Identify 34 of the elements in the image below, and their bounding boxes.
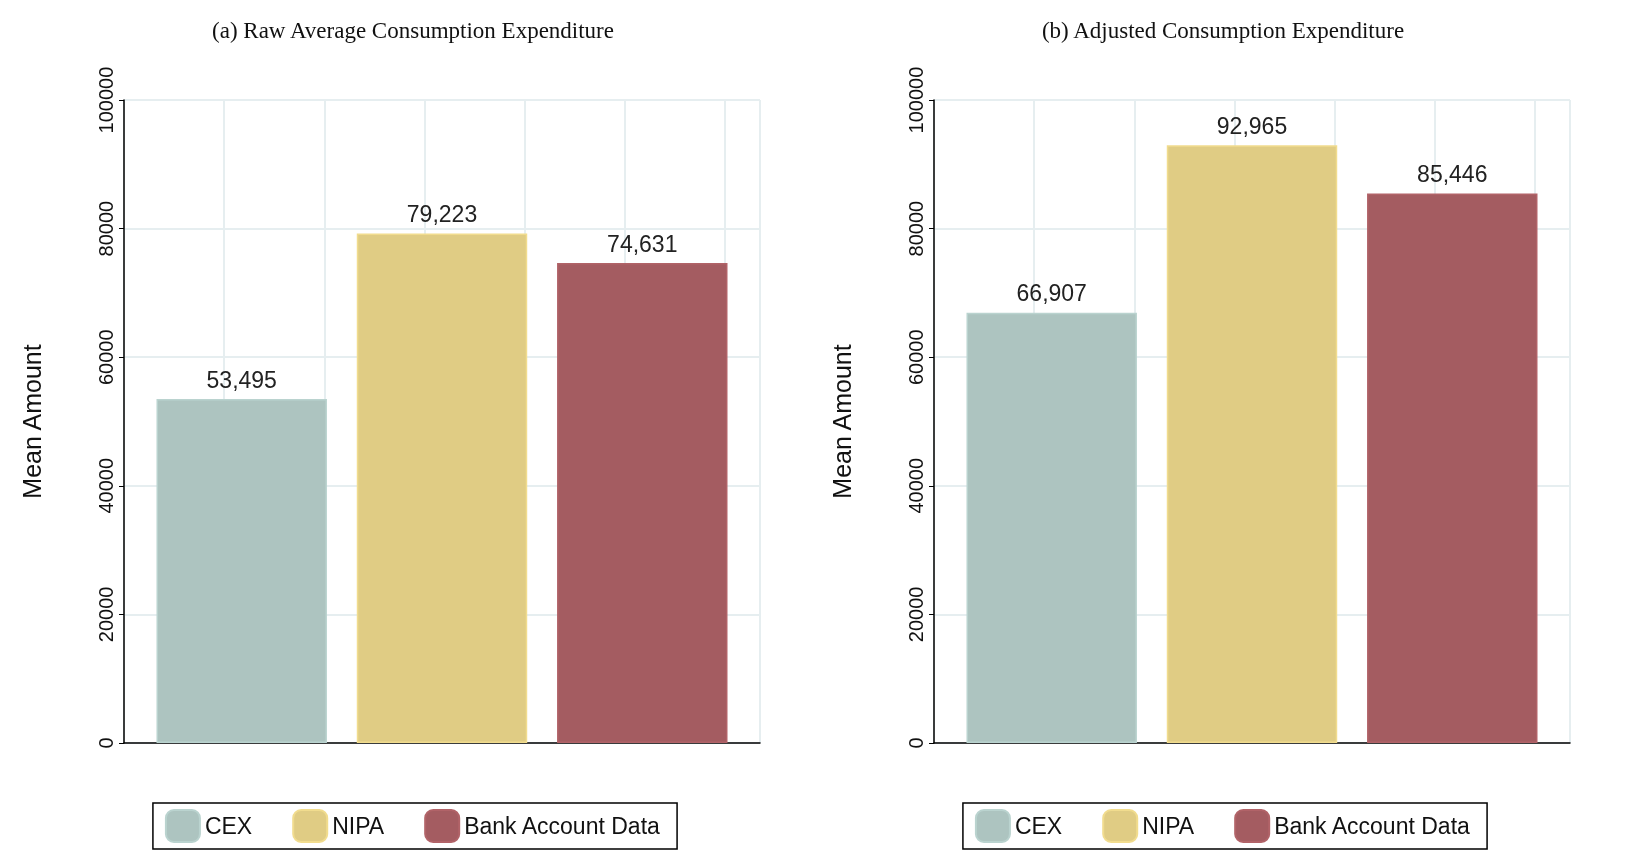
y-axis-title: Mean Amount [17, 344, 46, 499]
y-tick-label: 40000 [905, 457, 927, 514]
bar [557, 263, 728, 743]
y-tick-label: 100000 [905, 66, 927, 134]
y-tick-label: 60000 [95, 329, 117, 386]
chart-title: (b) Adjusted Consumption Expenditure [1041, 18, 1405, 43]
legend-label: Bank Account Data [464, 813, 661, 839]
data-label: 85,446 [1417, 161, 1488, 188]
y-tick-label: 0 [905, 737, 927, 749]
y-tick-label: 100000 [95, 66, 117, 134]
bar [1367, 193, 1538, 743]
y-tick-label: 60000 [905, 329, 927, 386]
bar [356, 233, 528, 743]
data-label: 53,495 [206, 366, 277, 393]
legend-label: NIPA [332, 813, 385, 839]
data-label: 92,965 [1216, 112, 1288, 139]
legend-label: CEX [204, 813, 253, 839]
y-tick-label: 80000 [905, 200, 927, 257]
y-tick-label: 20000 [905, 586, 927, 643]
bar [966, 312, 1137, 743]
y-tick-label: 20000 [95, 586, 117, 643]
y-tick-label: 40000 [95, 457, 117, 514]
legend-label: NIPA [1142, 813, 1195, 839]
data-label: 79,223 [406, 201, 478, 228]
legend-label: Bank Account Data [1274, 813, 1471, 839]
y-tick-label: 80000 [95, 200, 117, 257]
y-axis-title: Mean Amount [827, 344, 856, 499]
bar [156, 399, 327, 743]
legend-label: CEX [1014, 813, 1063, 839]
data-label: 66,907 [1016, 280, 1087, 307]
y-tick-label: 0 [95, 737, 117, 749]
data-label: 74,631 [607, 230, 678, 257]
chart-title: (a) Raw Average Consumption Expenditure [212, 18, 614, 43]
bar [1166, 145, 1338, 743]
